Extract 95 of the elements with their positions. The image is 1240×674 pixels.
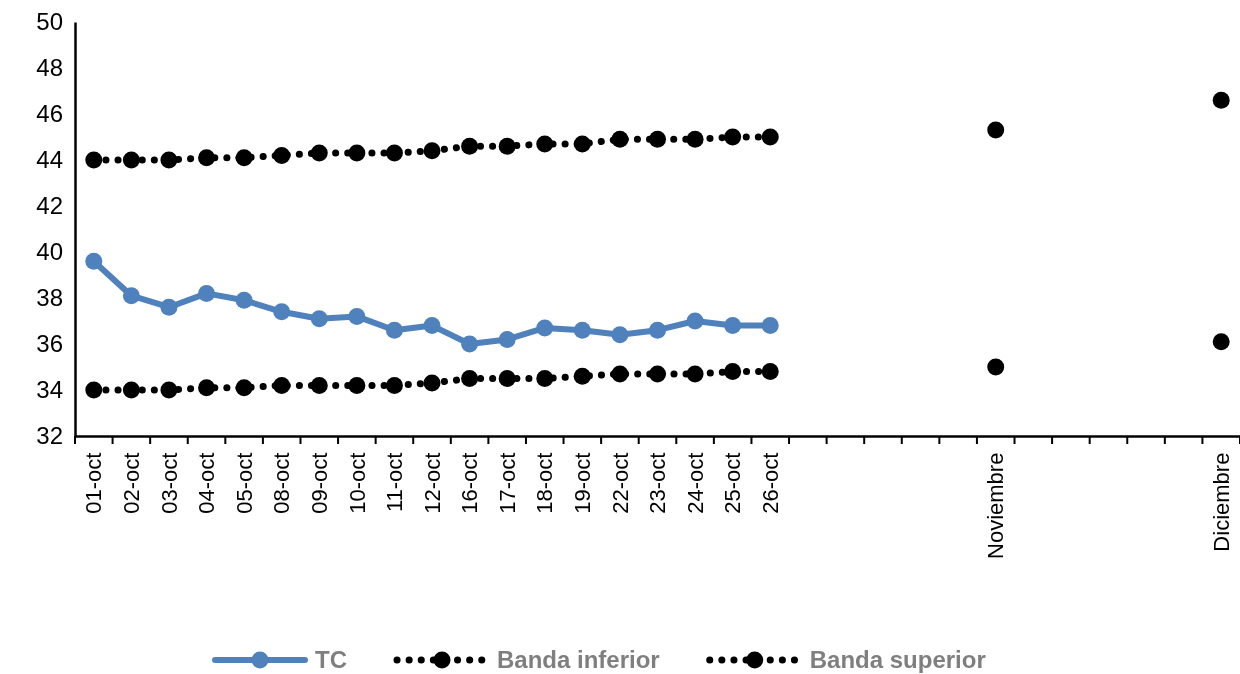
point — [649, 365, 666, 383]
point — [498, 330, 516, 348]
point — [310, 310, 328, 328]
x-tick-label: 02-oct — [119, 452, 145, 514]
point — [273, 146, 291, 164]
point — [1212, 91, 1230, 109]
point — [724, 128, 742, 146]
point — [122, 287, 140, 305]
point — [536, 319, 554, 337]
point — [536, 370, 554, 387]
point — [573, 321, 591, 339]
point — [385, 321, 403, 339]
y-tick-label: 48 — [36, 54, 63, 82]
point — [385, 376, 403, 394]
point — [348, 307, 366, 325]
y-tick-label: 38 — [36, 284, 63, 312]
x-tick-label: 04-oct — [194, 452, 220, 514]
x-tick-label: 19-oct — [570, 452, 596, 514]
point — [987, 358, 1005, 376]
x-tick-label: Noviembre — [983, 452, 1009, 559]
x-tick-label: 10-oct — [344, 452, 370, 514]
point — [198, 149, 216, 167]
point — [235, 149, 253, 167]
point — [160, 298, 178, 316]
x-tick-label: 01-oct — [81, 452, 107, 514]
point — [1212, 333, 1230, 351]
point — [385, 144, 403, 162]
point — [686, 130, 704, 148]
point — [423, 374, 441, 392]
point — [122, 151, 140, 169]
point — [235, 379, 253, 397]
point — [611, 326, 629, 344]
x-tick-label: 17-oct — [494, 452, 520, 514]
point — [160, 151, 178, 169]
point — [273, 376, 291, 394]
y-tick-label: 36 — [36, 330, 63, 358]
point — [611, 365, 629, 383]
point — [573, 367, 591, 385]
point — [310, 144, 328, 162]
y-tick-label: 34 — [36, 376, 63, 404]
point — [573, 135, 591, 153]
point — [423, 317, 441, 335]
point — [461, 370, 479, 387]
x-tick-label: 08-oct — [269, 452, 295, 514]
point — [122, 381, 140, 399]
x-tick-label: 11-oct — [382, 452, 408, 513]
legend-label: Banda superior — [809, 646, 986, 673]
point — [310, 376, 328, 394]
x-tick-label: 16-oct — [457, 452, 483, 514]
point — [724, 317, 742, 335]
y-tick-label: 44 — [36, 146, 63, 174]
point — [761, 317, 779, 335]
point — [686, 312, 704, 330]
point — [348, 376, 366, 394]
legend-label: TC — [315, 646, 347, 673]
x-tick-label: 18-oct — [532, 452, 558, 514]
point — [198, 284, 216, 302]
x-tick-label: 09-oct — [306, 452, 332, 514]
x-tick-label: 24-oct — [682, 452, 708, 514]
y-tick-label: 46 — [36, 100, 63, 128]
point — [761, 128, 779, 146]
point — [724, 363, 742, 381]
point — [649, 321, 666, 339]
point — [987, 121, 1005, 139]
x-tick-label: Diciembre — [1208, 452, 1234, 552]
point — [761, 363, 779, 381]
point — [273, 303, 291, 321]
y-tick-label: 32 — [36, 422, 63, 450]
point — [461, 335, 479, 353]
point — [160, 381, 178, 399]
point — [536, 135, 554, 153]
point — [498, 137, 516, 155]
point — [686, 365, 704, 383]
y-tick-label: 40 — [36, 238, 63, 266]
y-tick-label: 42 — [36, 192, 63, 220]
x-tick-label: 03-oct — [156, 452, 182, 514]
y-tick-label: 50 — [36, 8, 63, 36]
x-tick-label: 12-oct — [419, 452, 445, 514]
point — [498, 370, 516, 387]
point — [198, 379, 216, 397]
point — [85, 381, 103, 399]
point — [423, 142, 441, 160]
point — [85, 252, 103, 270]
x-tick-label: 26-oct — [757, 452, 783, 514]
x-tick-label: 25-oct — [720, 452, 746, 514]
point — [348, 144, 366, 162]
point — [235, 291, 253, 309]
x-tick-label: 23-oct — [645, 452, 671, 514]
point — [649, 130, 666, 148]
x-tick-label: 05-oct — [231, 452, 257, 514]
point — [85, 151, 103, 169]
point — [461, 137, 479, 155]
x-tick-label: 22-oct — [607, 452, 633, 514]
point — [611, 130, 629, 148]
legend-label: Banda inferior — [497, 646, 660, 673]
